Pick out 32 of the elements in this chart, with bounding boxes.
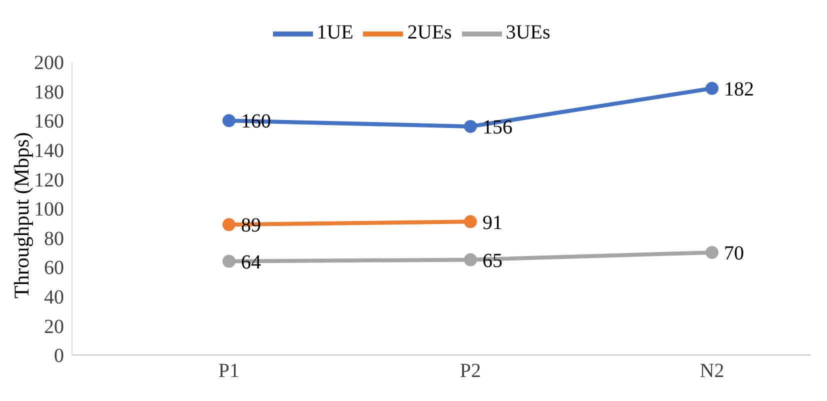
y-tick-label: 180 xyxy=(34,81,64,104)
point xyxy=(464,253,477,266)
x-tick-label: P2 xyxy=(460,360,482,382)
y-axis-title: Throughput (Mbps) xyxy=(9,132,34,298)
y-tick-label: 100 xyxy=(34,198,64,221)
legend-label: 2UEs xyxy=(407,22,452,44)
point xyxy=(464,120,477,133)
data-label: 182 xyxy=(724,78,754,100)
x-tick-label: P1 xyxy=(218,360,240,382)
y-tick-label: 20 xyxy=(44,316,64,338)
data-label: 64 xyxy=(240,251,261,274)
data-label: 70 xyxy=(724,242,744,265)
y-tick-label: 120 xyxy=(34,169,64,192)
point xyxy=(222,114,236,128)
point xyxy=(705,246,718,259)
point xyxy=(222,254,236,268)
point xyxy=(464,215,477,228)
data-label: 156 xyxy=(482,116,512,139)
point xyxy=(705,82,718,95)
data-label: 91 xyxy=(482,212,502,234)
y-tick-label: 40 xyxy=(44,286,64,308)
legend-label: 1UE xyxy=(316,22,354,44)
y-tick-label: 80 xyxy=(44,228,64,250)
y-tick-label: 160 xyxy=(34,110,64,133)
x-tick-label: N2 xyxy=(700,360,724,382)
y-tick-label: 0 xyxy=(54,345,64,368)
legend-label: 3UEs xyxy=(506,22,550,44)
y-tick-label: 140 xyxy=(34,140,64,162)
y-tick-label: 60 xyxy=(44,257,64,280)
point xyxy=(222,218,236,232)
y-tick-label: 200 xyxy=(34,52,64,74)
data-label: 65 xyxy=(482,250,502,272)
